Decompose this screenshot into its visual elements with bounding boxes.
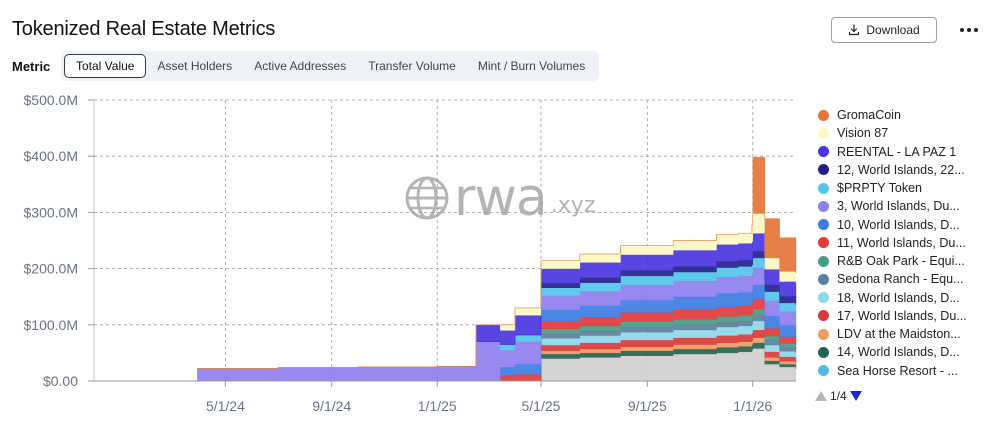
legend-label: GromaCoin xyxy=(837,108,901,123)
legend-item[interactable]: Vision 87 xyxy=(818,124,994,142)
legend-item[interactable]: $PRPTY Token xyxy=(818,179,994,197)
legend-label: 18, World Islands, D... xyxy=(837,290,960,305)
legend-swatch xyxy=(818,365,829,377)
legend-item[interactable]: REENTAL - LA PAZ 1 xyxy=(818,143,994,161)
legend-item[interactable]: 17, World Islands, Du... xyxy=(818,307,994,325)
legend-swatch xyxy=(818,109,829,121)
legend-item[interactable]: GromaCoin xyxy=(818,106,994,124)
legend-swatch xyxy=(818,146,829,158)
legend-swatch xyxy=(818,310,829,322)
legend-label: 17, World Islands, Du... xyxy=(837,308,967,323)
legend-item[interactable]: R&B Oak Park - Equi... xyxy=(818,252,994,270)
y-tick-label: $200.0M xyxy=(24,261,78,277)
legend-swatch xyxy=(818,219,829,231)
y-tick-label: $300.0M xyxy=(24,204,78,220)
tab-asset-holders[interactable]: Asset Holders xyxy=(157,59,233,73)
legend-item[interactable]: 18, World Islands, D... xyxy=(818,289,994,307)
chart-legend: GromaCoin Vision 87 REENTAL - LA PAZ 1 12, … xyxy=(818,106,994,386)
download-button[interactable]: Download xyxy=(831,17,937,43)
legend-label: 10, World Islands, D... xyxy=(837,217,960,232)
x-tick-label: 9/1/25 xyxy=(628,398,667,414)
legend-swatch xyxy=(818,328,829,340)
page-title: Tokenized Real Estate Metrics xyxy=(12,18,276,40)
tab-mint-burn-volumes[interactable]: Mint / Burn Volumes xyxy=(477,59,586,73)
legend-item[interactable]: LDV at the Maidston... xyxy=(818,325,994,343)
legend-item[interactable]: Sedona Ranch - Equ... xyxy=(818,270,994,288)
legend-item[interactable]: Sea Horse Resort - ... xyxy=(818,362,994,380)
legend-label: Vision 87 xyxy=(837,126,889,141)
legend-next-icon[interactable] xyxy=(849,391,862,401)
x-tick-label: 5/1/24 xyxy=(206,398,245,414)
y-tick-label: $100.0M xyxy=(24,317,78,333)
download-icon xyxy=(849,24,860,36)
more-horizontal-icon xyxy=(960,28,978,32)
legend-prev-icon[interactable] xyxy=(815,391,827,401)
y-tick-label: $0.00 xyxy=(43,373,78,389)
legend-swatch xyxy=(818,127,829,139)
more-options-button[interactable] xyxy=(956,20,982,40)
legend-item[interactable]: 3, World Islands, Du... xyxy=(818,197,994,215)
metric-tabs: Total Value Asset Holders Active Addresses… xyxy=(61,51,600,81)
legend-label: $PRPTY Token xyxy=(837,181,923,196)
legend-item[interactable]: 12, World Islands, 22... xyxy=(818,161,994,179)
legend-swatch xyxy=(818,182,829,194)
legend-label: 12, World Islands, 22... xyxy=(837,162,965,177)
legend-label: LDV at the Maidston... xyxy=(837,327,961,342)
area-series[interactable] xyxy=(120,157,797,382)
metric-label: Metric xyxy=(12,59,51,74)
legend-label: Sedona Ranch - Equ... xyxy=(837,272,964,287)
x-tick-label: 1/1/25 xyxy=(418,398,457,414)
y-tick-label: $400.0M xyxy=(24,148,78,164)
download-label: Download xyxy=(866,23,920,37)
tab-total-value[interactable]: Total Value xyxy=(64,54,147,78)
legend-label: 3, World Islands, Du... xyxy=(837,199,960,214)
legend-item[interactable]: 10, World Islands, D... xyxy=(818,216,994,234)
x-tick-label: 1/1/26 xyxy=(733,398,772,414)
legend-swatch xyxy=(818,273,829,285)
y-tick-label: $500.0M xyxy=(24,92,78,108)
legend-label: 14, World Islands, D... xyxy=(837,345,960,360)
legend-label: Sea Horse Resort - ... xyxy=(837,363,958,378)
x-tick-label: 5/1/25 xyxy=(521,398,560,414)
legend-swatch xyxy=(818,292,829,304)
legend-swatch xyxy=(818,200,829,212)
area-series-group xyxy=(120,157,797,382)
legend-label: R&B Oak Park - Equi... xyxy=(837,254,965,269)
stacked-area-chart: $0.00 $100.0M $200.0M $300.0M $400.0M $500.0M… xyxy=(24,92,797,414)
legend-label: 11, World Islands, Du... xyxy=(837,235,966,250)
legend-item[interactable]: 14, World Islands, D... xyxy=(818,343,994,361)
legend-item[interactable]: 11, World Islands, Du... xyxy=(818,234,994,252)
legend-label: REENTAL - LA PAZ 1 xyxy=(837,144,957,159)
x-tick-label: 9/1/24 xyxy=(312,398,351,414)
legend-swatch xyxy=(818,237,829,249)
legend-page-indicator: 1/4 xyxy=(830,389,847,403)
tab-transfer-volume[interactable]: Transfer Volume xyxy=(368,59,456,73)
legend-pager: 1/4 xyxy=(815,389,862,403)
legend-swatch xyxy=(818,255,829,267)
tab-active-addresses[interactable]: Active Addresses xyxy=(254,59,347,73)
legend-swatch xyxy=(818,164,829,176)
legend-swatch xyxy=(818,346,829,358)
